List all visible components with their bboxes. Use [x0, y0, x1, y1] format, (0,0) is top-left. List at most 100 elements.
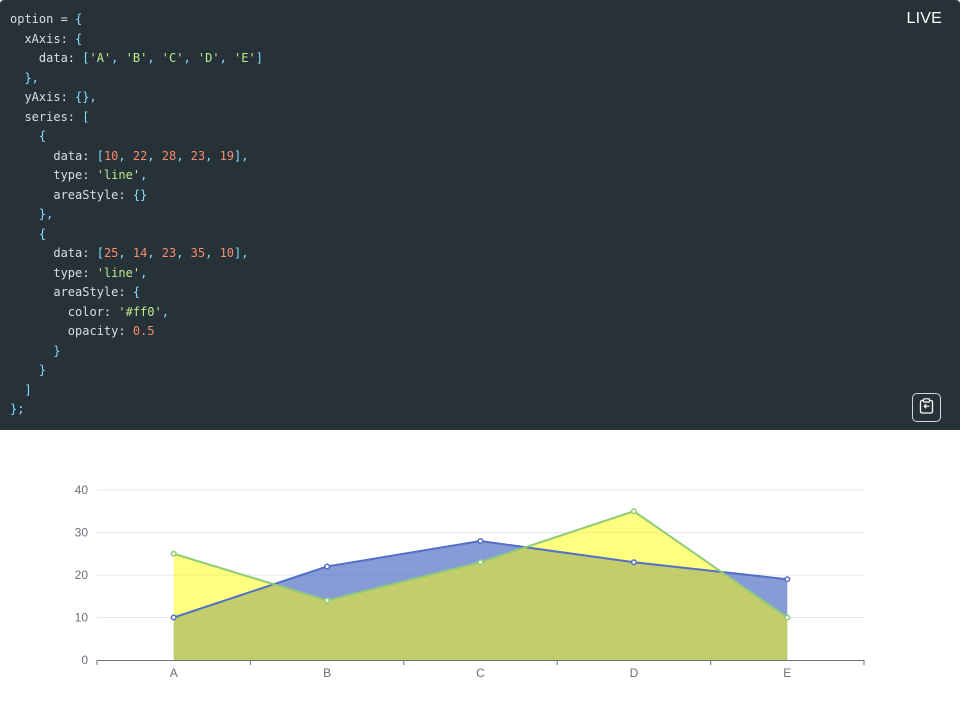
x-tick-label: A: [170, 666, 178, 680]
code-token: color:: [10, 304, 119, 319]
x-tick-label: C: [476, 666, 485, 680]
clipboard-icon: [919, 397, 934, 418]
code-token: '#ff0': [118, 304, 162, 319]
code-token: {: [132, 285, 141, 299]
code-line: series: [: [10, 108, 263, 128]
code-token: ,: [111, 51, 126, 65]
series-1-point: [170, 614, 177, 621]
code-token: 10: [219, 246, 235, 260]
code-token: ,: [183, 51, 198, 65]
code-line: opacity: 0.5: [10, 322, 263, 342]
code-token: ,: [147, 51, 162, 65]
code-token: 'E': [234, 51, 256, 65]
code-token: 14: [132, 246, 148, 260]
code-line: areaStyle: {}: [10, 186, 263, 206]
code-line: xAxis: {: [10, 30, 263, 50]
code-token: 'line': [96, 168, 141, 182]
code-token: ,: [176, 148, 191, 163]
code-token: type:: [10, 168, 97, 182]
code-token: ],: [234, 148, 249, 163]
code-token: data:: [10, 148, 97, 163]
code-token: xAxis:: [10, 31, 76, 46]
code-token: ,: [140, 168, 148, 182]
code-token: option =: [10, 12, 76, 26]
code-token: 'C': [161, 51, 184, 65]
code-token: 0.5: [132, 324, 155, 338]
series-2-point: [477, 559, 484, 566]
code-token: {: [75, 12, 83, 26]
code-token: ,: [205, 246, 220, 260]
code-line: yAxis: {},: [10, 88, 263, 108]
code-token: 23: [161, 246, 177, 260]
code-line: {: [10, 127, 263, 147]
code-token: 23: [190, 148, 206, 163]
code-token: 25: [103, 246, 119, 260]
code-token: {},: [75, 90, 97, 104]
series-1-point: [630, 559, 637, 566]
code-token: 'A': [89, 51, 112, 65]
y-tick-label: 30: [75, 526, 89, 540]
code-token: ,: [161, 304, 169, 319]
series-2-point: [784, 614, 791, 621]
code-token: 22: [132, 148, 148, 163]
x-tick-label: B: [323, 666, 331, 680]
code-token: series:: [10, 109, 83, 124]
code-line: }: [10, 361, 263, 381]
code-token: [: [96, 148, 104, 163]
code-token: ,: [176, 246, 191, 260]
code-token: },: [10, 207, 54, 221]
series-2-point: [630, 508, 637, 515]
code-token: ,: [118, 148, 133, 163]
chart-area: 0 10 20 30 40 A B C D E: [0, 430, 960, 725]
series-2-area: [173, 511, 788, 660]
code-token: data:: [10, 51, 83, 65]
series-1-point: [477, 537, 484, 545]
code-token: }: [10, 363, 47, 377]
code-token: areaStyle:: [10, 285, 133, 299]
code-line: color: '#ff0',: [10, 303, 263, 323]
code-token: 35: [190, 246, 206, 260]
code-line: },: [10, 69, 263, 89]
copy-code-button[interactable]: [912, 393, 941, 422]
code-token: ],: [234, 246, 249, 260]
code-token: 'line': [96, 265, 141, 280]
code-token: yAxis:: [10, 90, 76, 104]
code-token: }: [10, 343, 61, 358]
code-token: [: [82, 51, 90, 65]
line-area-chart: 0 10 20 30 40 A B C D E: [75, 483, 865, 680]
code-editor[interactable]: option = { xAxis: { data: ['A', 'B', 'C'…: [10, 10, 263, 420]
code-token: type:: [10, 265, 97, 280]
y-tick-label: 40: [75, 483, 89, 497]
code-token: 19: [219, 148, 235, 163]
code-token: };: [10, 402, 25, 416]
code-token: 28: [161, 148, 177, 163]
code-line: data: [25, 14, 23, 35, 10],: [10, 244, 263, 264]
code-token: [: [82, 109, 90, 124]
series-2-point: [324, 597, 331, 604]
code-token: {}: [132, 187, 148, 202]
code-token: },: [10, 70, 39, 85]
code-panel: option = { xAxis: { data: ['A', 'B', 'C'…: [0, 0, 960, 430]
code-line: data: [10, 22, 28, 23, 19],: [10, 147, 263, 167]
code-token: ,: [118, 246, 133, 260]
code-token: 10: [103, 148, 119, 163]
y-tick-label: 20: [75, 568, 89, 582]
series-2-point: [170, 550, 177, 557]
code-token: ,: [147, 148, 162, 163]
code-token: data:: [10, 246, 97, 260]
x-tick-label: D: [630, 666, 639, 680]
code-line: }: [10, 342, 263, 362]
code-line: {: [10, 225, 263, 245]
code-token: {: [10, 129, 47, 143]
code-line: ]: [10, 381, 263, 401]
x-tick-label: E: [783, 666, 791, 680]
y-tick-label: 0: [81, 653, 88, 667]
code-token: ,: [205, 148, 220, 163]
code-token: 'B': [125, 51, 148, 65]
code-line: areaStyle: {: [10, 283, 263, 303]
code-line: },: [10, 205, 263, 225]
code-line: option = {: [10, 10, 263, 30]
code-token: ]: [10, 382, 32, 397]
code-token: ,: [140, 265, 148, 280]
y-tick-label: 10: [75, 611, 89, 625]
